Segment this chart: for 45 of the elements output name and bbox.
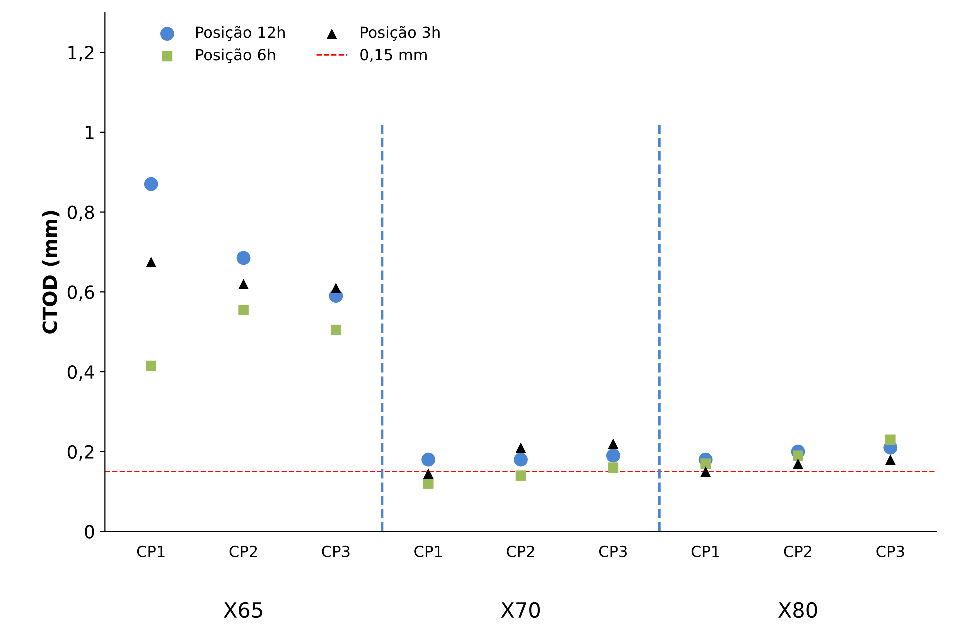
point: [331, 283, 342, 294]
y-tick-label: 0,4: [68, 365, 94, 381]
x-tick-label: CP3: [876, 546, 904, 558]
x-tick-label: CP3: [599, 546, 628, 558]
point: [793, 458, 804, 469]
text: X70: [501, 602, 540, 618]
y-tick-label: 1: [86, 126, 94, 140]
x-tick-label: CP2: [507, 546, 534, 558]
point: [886, 434, 896, 446]
x-tick-label: CP2: [230, 546, 258, 558]
point: [146, 360, 157, 372]
legend-label: Posição 3h: [361, 26, 440, 41]
x-tick-label: CP3: [322, 546, 350, 558]
point: [236, 251, 251, 266]
point: [516, 442, 526, 454]
point: [331, 324, 342, 336]
y-tick-label: 0,2: [68, 445, 94, 461]
point: [238, 304, 249, 316]
y-tick-label: 0,6: [68, 286, 94, 302]
text: X65: [224, 602, 262, 618]
x-tick-label: CP2: [784, 546, 812, 558]
legend-label: Posição 6h: [196, 48, 276, 64]
legend-label: Posição 12h: [196, 26, 285, 41]
point: [423, 478, 434, 489]
point: [146, 257, 157, 268]
y-axis-title: CTOD (mm): [42, 211, 60, 334]
x-tick-label: CP1: [692, 546, 720, 558]
point: [238, 279, 249, 290]
point: [144, 177, 158, 192]
point: [606, 448, 620, 463]
x-tick-label: CP1: [414, 546, 442, 558]
point: [423, 468, 434, 479]
point: [886, 454, 896, 465]
legend-label: 0,15 mm: [360, 49, 427, 62]
point: [422, 452, 436, 467]
y-tick-label: 1,2: [68, 46, 94, 62]
point: [608, 462, 619, 473]
x-tick-label: CP1: [137, 546, 165, 558]
y-tick-label: 0,8: [68, 206, 94, 222]
point: [700, 466, 711, 477]
text: X80: [778, 602, 818, 618]
point: [608, 438, 619, 450]
y-tick-label: 0: [85, 525, 94, 539]
point: [514, 452, 528, 467]
point: [516, 470, 526, 481]
